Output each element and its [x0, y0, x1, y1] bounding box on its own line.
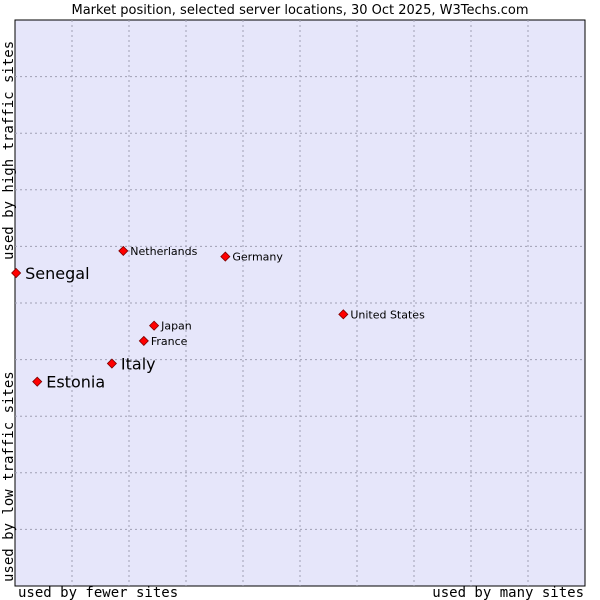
data-point-japan: Japan [149, 320, 192, 333]
data-point-italy: Italy [106, 355, 156, 374]
label-senegal: Senegal [25, 264, 89, 283]
data-point-france: France [138, 335, 188, 348]
data-point-united-states: United States [338, 308, 425, 321]
marker-netherlands [118, 245, 129, 256]
label-netherlands: Netherlands [130, 245, 197, 258]
label-germany: Germany [232, 251, 283, 264]
data-point-netherlands: Netherlands [118, 245, 198, 258]
label-japan: Japan [160, 320, 192, 333]
label-italy: Italy [121, 355, 156, 374]
data-point-estonia: Estonia [32, 373, 105, 392]
data-point-senegal: Senegal [11, 264, 90, 283]
grid-lines [15, 20, 585, 586]
label-united-states: United States [350, 308, 425, 321]
y-axis-label-high: used by high traffic sites [1, 41, 17, 260]
label-estonia: Estonia [46, 373, 105, 392]
label-france: France [151, 335, 188, 348]
marker-germany [220, 251, 231, 262]
marker-france [138, 335, 149, 346]
marker-estonia [32, 376, 43, 387]
marker-senegal [11, 267, 22, 279]
marker-italy [106, 358, 117, 369]
chart-title: Market position, selected server locatio… [71, 3, 528, 18]
x-axis-label-left: used by fewer sites [18, 585, 178, 600]
data-point-germany: Germany [220, 251, 283, 264]
marker-united-states [338, 309, 349, 320]
marker-japan [149, 320, 160, 331]
data-points: Senegal Netherlands Germany United States Ja… [11, 245, 425, 392]
x-axis-label-right: used by many sites [432, 585, 584, 600]
y-axis-label-low: used by low traffic sites [1, 371, 17, 582]
